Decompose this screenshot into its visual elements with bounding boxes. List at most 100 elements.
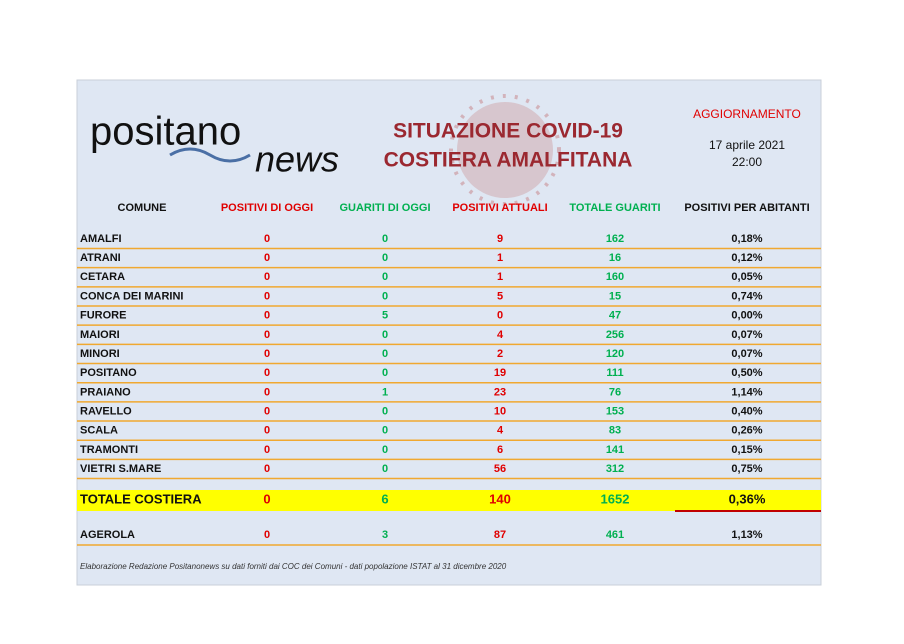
extra-row-cell: 87 <box>494 529 506 541</box>
row-cell: 0 <box>264 405 270 417</box>
row-cell: 1,14% <box>731 386 762 398</box>
row-cell: 1 <box>497 271 503 283</box>
row-cell: 0,07% <box>731 348 762 360</box>
row-cell: 0,18% <box>731 233 762 245</box>
row-cell: 153 <box>606 405 624 417</box>
row-cell: 0 <box>264 233 270 245</box>
column-header: COMUNE <box>118 202 167 214</box>
column-header: GUARITI DI OGGI <box>339 202 430 214</box>
row-cell: 0 <box>264 444 270 456</box>
row-cell: 160 <box>606 271 624 283</box>
row-cell: 162 <box>606 233 624 245</box>
row-cell: 15 <box>609 290 621 302</box>
title-line2: COSTIERA AMALFITANA <box>384 149 633 172</box>
row-cell: 9 <box>497 233 503 245</box>
row-cell: 0 <box>382 463 388 475</box>
logo-swoosh <box>169 147 251 163</box>
row-cell: 0 <box>264 367 270 379</box>
row-cell: 83 <box>609 425 621 437</box>
update-label: AGGIORNAMENTO <box>693 107 801 121</box>
total-row-cell: 6 <box>381 491 388 506</box>
row-cell: 19 <box>494 367 506 379</box>
row-cell: 0 <box>382 367 388 379</box>
row-cell: 0,00% <box>731 310 762 322</box>
row-cell: 4 <box>497 329 504 341</box>
row-cell: 0 <box>264 348 270 360</box>
extra-row-cell: 1,13% <box>731 529 762 541</box>
row-cell: 2 <box>497 348 503 360</box>
row-cell: 0,50% <box>731 367 762 379</box>
update-date: 17 aprile 2021 <box>709 138 785 152</box>
title-line1: SITUAZIONE COVID-19 <box>393 120 623 143</box>
row-cell: 120 <box>606 348 624 360</box>
column-header: POSITIVI DI OGGI <box>221 202 313 214</box>
row-cell: 0,07% <box>731 329 762 341</box>
column-header: TOTALE GUARITI <box>569 202 660 214</box>
column-header: POSITIVI PER ABITANTI <box>684 202 809 214</box>
logo-line2: news <box>255 139 339 180</box>
row-cell: 76 <box>609 386 621 398</box>
row-cell: 0 <box>497 310 503 322</box>
row-cell: 6 <box>497 444 503 456</box>
row-cell: 4 <box>497 425 504 437</box>
row-cell: 0 <box>264 386 270 398</box>
row-name: RAVELLO <box>80 405 132 417</box>
row-cell: 0,26% <box>731 425 762 437</box>
row-cell: 0,40% <box>731 405 762 417</box>
row-cell: 0,15% <box>731 444 762 456</box>
row-name: ATRANI <box>80 252 121 264</box>
row-name: MINORI <box>80 348 120 360</box>
row-cell: 0,05% <box>731 271 762 283</box>
row-cell: 0 <box>382 348 388 360</box>
row-cell: 256 <box>606 329 624 341</box>
row-cell: 47 <box>609 310 621 322</box>
row-name: VIETRI S.MARE <box>80 463 161 475</box>
virus-icon <box>449 94 561 206</box>
total-row-cell: 1652 <box>601 491 630 506</box>
row-cell: 0 <box>382 444 388 456</box>
row-cell: 0 <box>382 425 388 437</box>
extra-row-name: AGEROLA <box>80 529 135 541</box>
row-cell: 0,75% <box>731 463 762 475</box>
row-name: POSITANO <box>80 367 137 379</box>
row-cell: 312 <box>606 463 624 475</box>
row-cell: 10 <box>494 405 506 417</box>
row-cell: 5 <box>382 310 388 322</box>
row-name: PRAIANO <box>80 386 131 398</box>
update-time: 22:00 <box>732 155 762 169</box>
row-cell: 0 <box>382 233 388 245</box>
total-row-cell: 0 <box>263 491 270 506</box>
row-cell: 0 <box>382 271 388 283</box>
row-cell: 141 <box>606 444 624 456</box>
row-name: AMALFI <box>80 233 122 245</box>
row-cell: 0 <box>382 252 388 264</box>
row-cell: 0 <box>264 425 270 437</box>
row-cell: 0,12% <box>731 252 762 264</box>
total-row-cell: 0,36% <box>729 491 766 506</box>
row-name: CETARA <box>80 271 125 283</box>
row-cell: 0 <box>382 329 388 341</box>
row-cell: 0 <box>382 405 388 417</box>
row-cell: 5 <box>497 290 503 302</box>
row-cell: 111 <box>606 367 623 379</box>
row-cell: 23 <box>494 386 506 398</box>
footer: Elaborazione Redazione Positanonews su d… <box>80 562 507 571</box>
row-cell: 0 <box>382 290 388 302</box>
column-header: POSITIVI ATTUALI <box>452 202 547 214</box>
row-name: CONCA DEI MARINI <box>80 290 183 302</box>
extra-row-cell: 3 <box>382 529 388 541</box>
row-cell: 1 <box>497 252 503 264</box>
row-cell: 0 <box>264 329 270 341</box>
row-name: TRAMONTI <box>80 444 138 456</box>
total-row-name: TOTALE COSTIERA <box>80 491 202 506</box>
row-cell: 0,74% <box>731 290 762 302</box>
extra-row-cell: 0 <box>264 529 270 541</box>
row-name: FURORE <box>80 310 126 322</box>
row-cell: 1 <box>382 386 388 398</box>
row-cell: 0 <box>264 252 270 264</box>
row-cell: 0 <box>264 463 270 475</box>
total-band <box>77 490 821 511</box>
logo-line1: positano <box>90 110 241 154</box>
extra-row-cell: 461 <box>606 529 624 541</box>
